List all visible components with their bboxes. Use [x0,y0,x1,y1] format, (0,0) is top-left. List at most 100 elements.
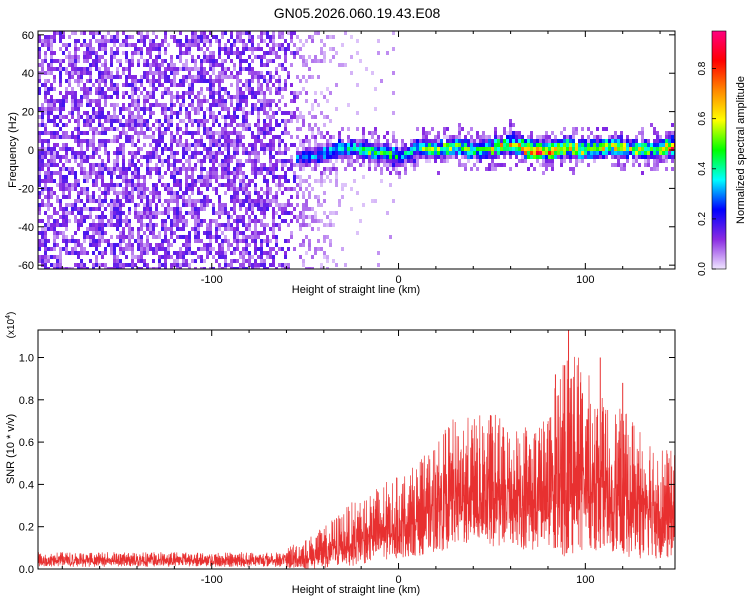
heatmap-cell [233,251,236,255]
heatmap-cell [170,67,173,71]
heatmap-cell [41,147,44,151]
heatmap-cell [215,251,218,255]
heatmap-cell [326,139,329,143]
heatmap-cell [233,139,236,143]
heatmap-cell [578,143,581,147]
heatmap-cell [173,103,176,107]
heatmap-cell [53,231,56,235]
heatmap-cell [152,139,155,143]
heatmap-cell [125,175,128,179]
heatmap-cell [176,115,179,119]
heatmap-cell [116,87,119,91]
heatmap-cell [611,151,614,155]
heatmap-cell [110,71,113,75]
heatmap-cell [395,151,398,155]
heatmap-cell [131,195,134,199]
heatmap-cell [509,147,512,151]
heatmap-cell [392,47,395,51]
heatmap-cell [158,75,161,79]
heatmap-cell [146,243,149,247]
heatmap-cell [176,67,179,71]
heatmap-cell [344,151,347,155]
heatmap-cell [182,79,185,83]
heatmap-cell [236,199,239,203]
heatmap-cell [56,67,59,71]
heatmap-cell [254,91,257,95]
heatmap-cell [173,75,176,79]
heatmap-cell [65,147,68,151]
heatmap-cell [47,159,50,163]
heatmap-cell [242,91,245,95]
heatmap-cell [146,123,149,127]
heatmap-cell [419,155,422,159]
heatmap-cell [254,55,257,59]
heatmap-cell [506,131,509,135]
heatmap-cell [551,139,554,143]
heatmap-cell [275,119,278,123]
heatmap-cell [116,47,119,51]
heatmap-cell [104,187,107,191]
heatmap-cell [107,119,110,123]
heatmap-cell [161,95,164,99]
heatmap-cell [212,151,215,155]
heatmap-cell [98,163,101,167]
heatmap-cell [164,71,167,75]
heatmap-cell [128,139,131,143]
heatmap-cell [161,139,164,143]
heatmap-cell [101,95,104,99]
heatmap-cell [497,143,500,147]
heatmap-cell [59,159,62,163]
heatmap-cell [83,155,86,159]
heatmap-cell [110,47,113,51]
heatmap-cell [326,35,329,39]
heatmap-cell [140,183,143,187]
heatmap-cell [209,267,212,269]
heatmap-cell [122,39,125,43]
heatmap-cell [455,151,458,155]
heatmap-cell [416,163,419,167]
heatmap-cell [167,207,170,211]
heatmap-cell [659,139,662,143]
heatmap-cell [203,147,206,151]
heatmap-cell [242,203,245,207]
heatmap-cell [65,159,68,163]
heatmap-cell [92,235,95,239]
heatmap-cell [113,111,116,115]
heatmap-cell [119,263,122,267]
heatmap-cell [293,171,296,175]
heatmap-cell [83,171,86,175]
heatmap-cell [437,147,440,151]
heatmap-cell [137,191,140,195]
heatmap-cell [236,227,239,231]
heatmap-cell [137,111,140,115]
heatmap-cell [113,247,116,251]
heatmap-cell [134,263,137,267]
heatmap-cell [179,267,182,269]
heatmap-cell [239,163,242,167]
heatmap-cell [587,127,590,131]
heatmap-cell [419,143,422,147]
heatmap-cell [320,175,323,179]
heatmap-cell [479,151,482,155]
heatmap-cell [263,263,266,267]
heatmap-cell [227,107,230,111]
heatmap-cell [581,159,584,163]
heatmap-cell [242,215,245,219]
heatmap-cell [50,111,53,115]
heatmap-cell [326,87,329,91]
heatmap-cell [209,235,212,239]
heatmap-cell [332,151,335,155]
heatmap-cell [266,31,269,35]
heatmap-cell [50,135,53,139]
heatmap-cell [239,131,242,135]
heatmap-cell [68,239,71,243]
heatmap-cell [161,159,164,163]
heatmap-cell [290,119,293,123]
heatmap-cell [287,111,290,115]
heatmap-cell [215,231,218,235]
heatmap-cell [590,151,593,155]
heatmap-cell [425,143,428,147]
heatmap-cell [83,247,86,251]
heatmap-cell [311,167,314,171]
